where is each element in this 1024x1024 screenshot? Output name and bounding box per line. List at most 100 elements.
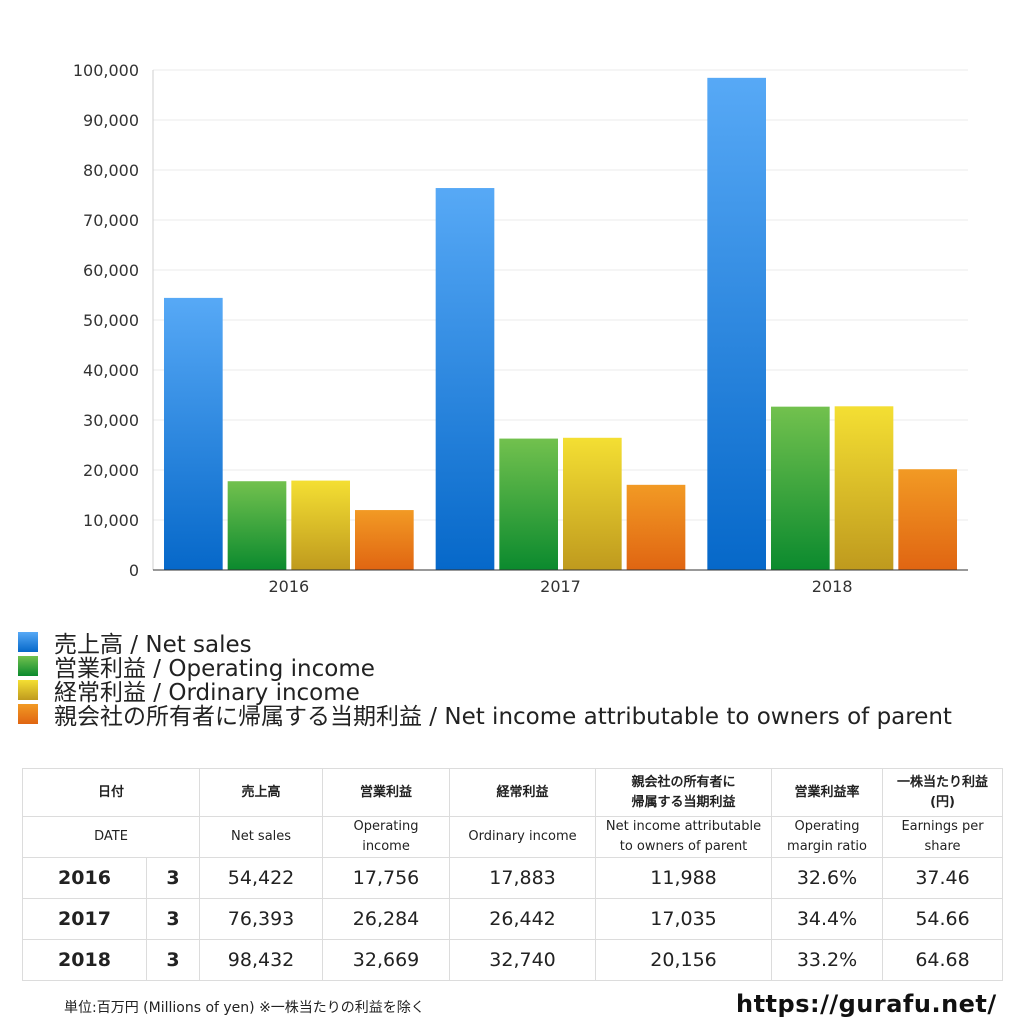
header-net-income-jp: 親会社の所有者に 帰属する当期利益: [595, 768, 773, 817]
cell-year: 2018: [22, 939, 147, 981]
x-tick-label: 2018: [812, 577, 853, 596]
bar-chart: 0 10,000 20,000 30,000 40,000 50,000 60,000 70,…: [73, 61, 968, 596]
header-operating-margin-en-line2: margin ratio: [787, 839, 867, 854]
y-tick-label: 30,000: [83, 411, 139, 430]
legend-swatch-net-sales: [18, 632, 38, 652]
legend-item-net-income: 親会社の所有者に帰属する当期利益 / Net income attributab…: [18, 702, 952, 730]
table-header-row-jp: 日付 売上高 営業利益 経常利益 親会社の所有者に 帰属する当期利益 営業利益率 …: [21, 768, 1004, 817]
header-eps-en-line1: Earnings per: [901, 819, 984, 834]
table-row: 2018 3 98,432 32,669 32,740 20,156 33.2%…: [22, 939, 1004, 981]
financial-data-table: 日付 売上高 営業利益 経常利益 親会社の所有者に 帰属する当期利益 営業利益率 …: [21, 768, 1004, 981]
header-net-sales-jp: 売上高: [199, 768, 324, 817]
bar: [626, 484, 686, 570]
cell-operating-income: 17,756: [322, 857, 451, 899]
cell-year: 2017: [22, 898, 147, 940]
cell-ordinary-income: 26,442: [449, 898, 597, 940]
y-tick-label: 20,000: [83, 461, 139, 480]
bar: [707, 77, 766, 570]
cell-net-income: 20,156: [595, 939, 773, 981]
grid-lines: [153, 69, 968, 521]
header-net-income-jp-line1: 親会社の所有者に: [631, 774, 736, 790]
cell-month: 3: [145, 939, 201, 981]
cell-operating-income: 26,284: [322, 898, 451, 940]
table-row: 2017 3 76,393 26,284 26,442 17,035 34.4%…: [22, 898, 1004, 940]
header-eps-jp: 一株当たり利益 (円): [882, 768, 1004, 817]
y-tick-label: 50,000: [83, 311, 139, 330]
x-tick-label: 2017: [540, 577, 581, 596]
header-net-income-en: Net income attributable to owners of pare…: [595, 816, 773, 858]
cell-net-sales: 76,393: [199, 898, 324, 940]
y-tick-label: 80,000: [83, 161, 139, 180]
legend-swatch-ordinary-income: [18, 680, 38, 700]
cell-operating-income: 32,669: [322, 939, 451, 981]
header-operating-income-en: Operating income: [322, 816, 451, 858]
bar: [834, 406, 894, 570]
unit-note: 単位:百万円 (Millions of yen) ※一株当たりの利益を除く: [64, 1000, 425, 1016]
cell-net-sales: 98,432: [199, 939, 324, 981]
header-ordinary-income-jp: 経常利益: [449, 768, 597, 817]
header-eps-en-line2: share: [924, 839, 961, 854]
y-tick-label: 100,000: [73, 61, 139, 80]
legend-label-ordinary-income: 経常利益 / Ordinary income: [54, 680, 360, 706]
cell-ordinary-income: 17,883: [449, 857, 597, 899]
y-tick-label: 70,000: [83, 211, 139, 230]
cell-year: 2016: [22, 857, 147, 899]
header-operating-income-en-line2: income: [362, 839, 410, 854]
bar: [771, 406, 830, 570]
table-header-row-en: DATE Net sales Operating income Ordinary …: [21, 816, 1004, 858]
y-tick-label: 10,000: [83, 511, 139, 530]
y-tick-label: 90,000: [83, 111, 139, 130]
cell-eps: 37.46: [882, 857, 1004, 899]
bar: [435, 188, 495, 570]
cell-net-sales: 54,422: [199, 857, 324, 899]
cell-net-income: 11,988: [595, 857, 773, 899]
cell-operating-margin: 32.6%: [771, 857, 884, 899]
table-row: 2016 3 54,422 17,756 17,883 11,988 32.6%…: [22, 857, 1004, 899]
y-tick-label: 0: [129, 561, 139, 580]
cell-operating-margin: 34.4%: [771, 898, 884, 940]
header-operating-income-en-line1: Operating: [353, 819, 419, 834]
legend: 売上高 / Net sales 営業利益 / Operating income …: [18, 630, 952, 730]
header-net-sales-en: Net sales: [199, 816, 324, 858]
cell-month: 3: [145, 857, 201, 899]
bars: [164, 77, 957, 570]
bar: [164, 297, 223, 570]
y-axis-ticks: 0 10,000 20,000 30,000 40,000 50,000 60,000 70,…: [73, 61, 154, 580]
legend-item-net-sales: 売上高 / Net sales: [18, 630, 952, 658]
cell-eps: 64.68: [882, 939, 1004, 981]
y-tick-label: 60,000: [83, 261, 139, 280]
cell-operating-margin: 33.2%: [771, 939, 884, 981]
header-operating-income-jp: 営業利益: [322, 768, 451, 817]
legend-label-net-sales: 売上高 / Net sales: [54, 632, 252, 658]
header-eps-jp-line1: 一株当たり利益: [897, 774, 989, 790]
header-eps-jp-line2: (円): [930, 794, 955, 810]
cell-month: 3: [145, 898, 201, 940]
header-operating-margin-en: Operating margin ratio: [771, 816, 884, 858]
cell-net-income: 17,035: [595, 898, 773, 940]
cell-ordinary-income: 32,740: [449, 939, 597, 981]
cell-eps: 54.66: [882, 898, 1004, 940]
header-eps-en: Earnings per share: [882, 816, 1004, 858]
bar: [291, 480, 350, 570]
legend-item-ordinary-income: 経常利益 / Ordinary income: [18, 678, 952, 706]
legend-swatch-operating-income: [18, 656, 38, 676]
header-date-en: DATE: [21, 816, 201, 858]
site-url: https://gurafu.net/: [736, 990, 997, 1018]
bar: [227, 481, 287, 570]
header-operating-margin-jp: 営業利益率: [771, 768, 884, 817]
legend-label-net-income: 親会社の所有者に帰属する当期利益 / Net income attributab…: [54, 704, 952, 730]
legend-item-operating-income: 営業利益 / Operating income: [18, 654, 952, 682]
header-net-income-en-line2: to owners of parent: [619, 839, 748, 854]
y-tick-label: 40,000: [83, 361, 139, 380]
header-operating-margin-en-line1: Operating: [794, 819, 860, 834]
bar: [499, 438, 558, 570]
bar: [355, 510, 414, 570]
header-ordinary-income-en: Ordinary income: [449, 816, 597, 858]
header-date-jp: 日付: [21, 768, 201, 817]
legend-label-operating-income: 営業利益 / Operating income: [54, 656, 375, 682]
header-net-income-en-line1: Net income attributable: [605, 819, 762, 834]
legend-swatch-net-income: [18, 704, 38, 724]
x-axis-ticks: 2016 2017 2018: [153, 569, 968, 596]
bar: [898, 469, 957, 570]
header-net-income-jp-line2: 帰属する当期利益: [631, 794, 736, 810]
